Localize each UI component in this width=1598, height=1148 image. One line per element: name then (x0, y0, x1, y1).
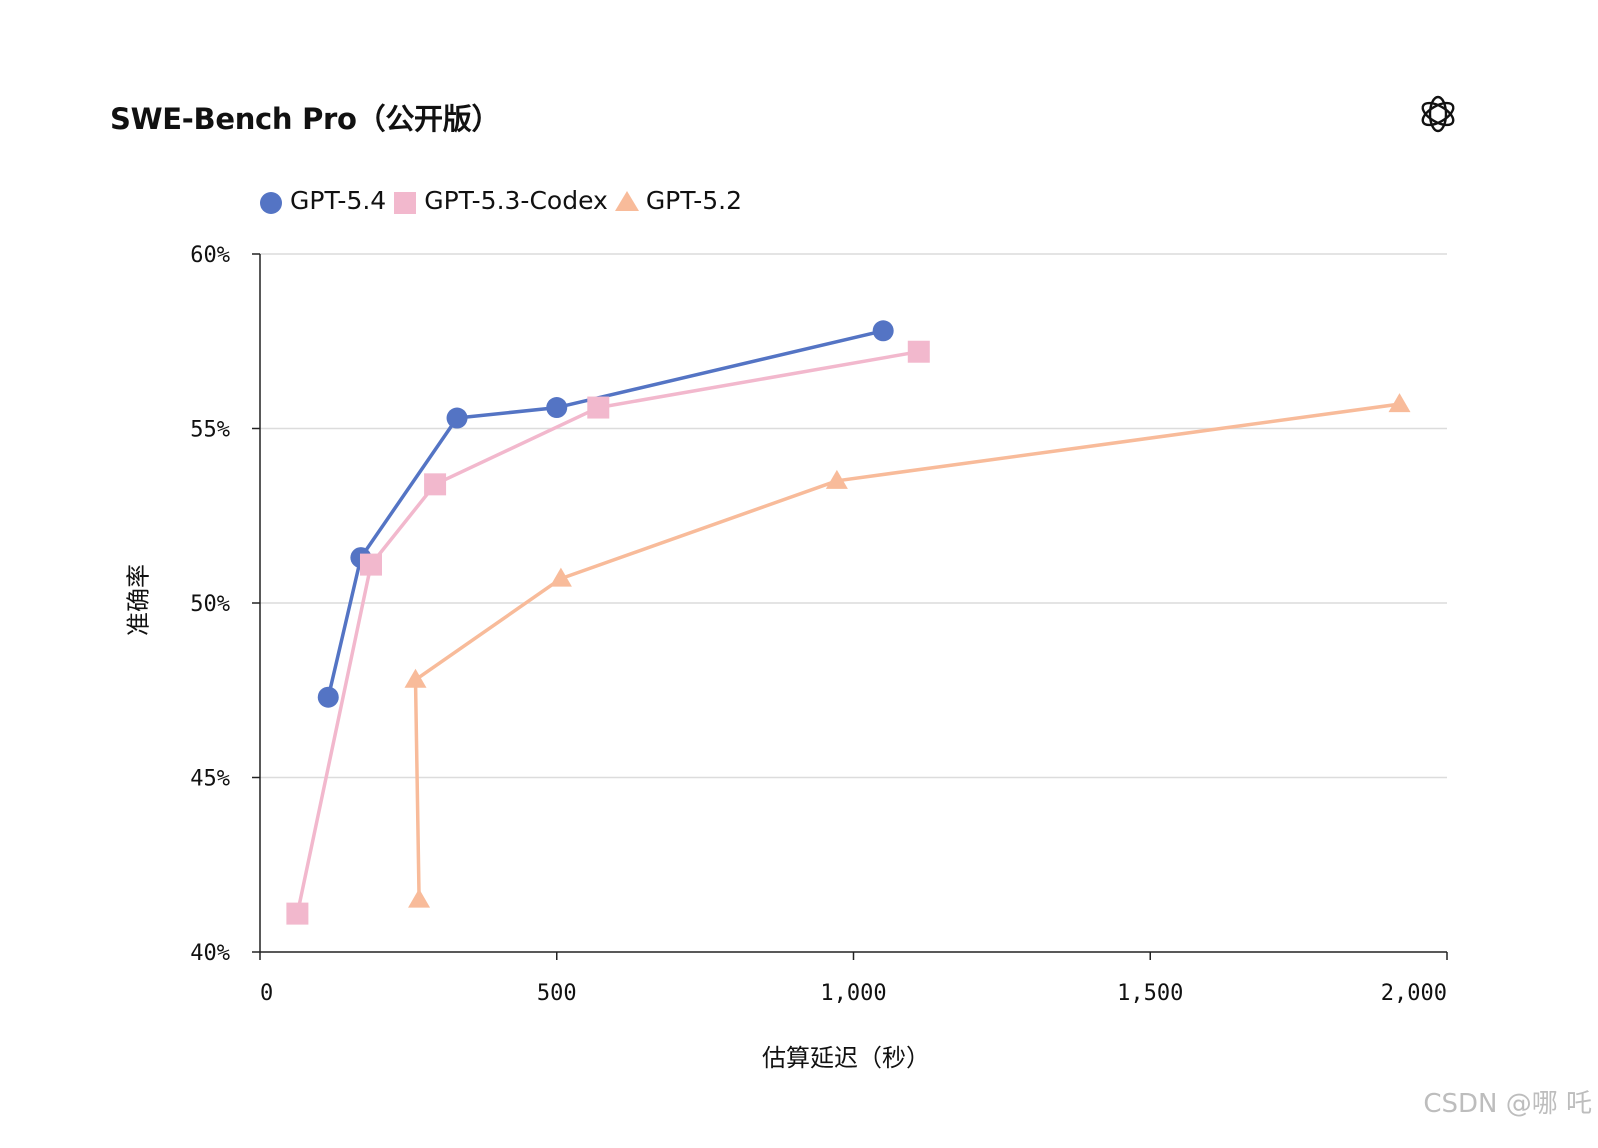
y-tick-label: 45% (190, 767, 230, 792)
legend-item-gpt-5-4: GPT-5.4 (258, 186, 386, 215)
x-tick-label: 0 (260, 981, 273, 1006)
watermark: CSDN @哪 吒 (1423, 1089, 1592, 1119)
data-point (404, 668, 427, 688)
y-tick-label: 60% (190, 243, 230, 268)
series-line-gpt-5-2 (413, 402, 1400, 900)
data-point (350, 547, 372, 569)
data-point (359, 553, 382, 576)
data-point (408, 888, 431, 908)
data-point (587, 396, 610, 419)
x-tick-label: 2,000 (1381, 981, 1447, 1006)
chart-legend: GPT-5.4 GPT-5.3-Codex GPT-5.2 (258, 186, 748, 215)
data-point (1388, 393, 1411, 413)
legend-item-gpt-5-2: GPT-5.2 (614, 186, 742, 215)
chart-title: SWE-Bench Pro（公开版） (110, 102, 501, 136)
x-tick-label: 1,000 (820, 981, 886, 1006)
data-point (424, 473, 447, 496)
data-point (546, 397, 568, 419)
legend-label: GPT-5.3-Codex (424, 186, 608, 215)
x-tick-label: 500 (537, 981, 577, 1006)
legend-item-gpt-5-3-codex: GPT-5.3-Codex (392, 186, 608, 215)
data-point (907, 340, 930, 363)
openai-logo-icon (1421, 95, 1455, 133)
data-point (286, 902, 309, 925)
series-line-gpt-5-3-codex (295, 349, 920, 914)
data-point (872, 320, 894, 342)
series-line-gpt-5-4 (326, 329, 884, 698)
data-point (549, 567, 572, 587)
legend-circle-marker (260, 191, 282, 214)
y-axis-label: 准确率 (124, 564, 153, 636)
data-point (825, 469, 848, 489)
legend-square-marker (394, 191, 417, 214)
legend-label: GPT-5.4 (290, 186, 387, 215)
data-point (446, 407, 468, 429)
legend-triangle-marker (614, 190, 639, 211)
legend-label: GPT-5.2 (645, 186, 743, 215)
y-tick-label: 55% (190, 418, 230, 443)
data-point (317, 686, 339, 708)
x-tick-label: 1,500 (1117, 981, 1183, 1006)
y-tick-label: 50% (190, 592, 230, 617)
y-tick-label: 40% (190, 941, 230, 966)
x-axis-label: 估算延迟（秒） (762, 1044, 930, 1072)
